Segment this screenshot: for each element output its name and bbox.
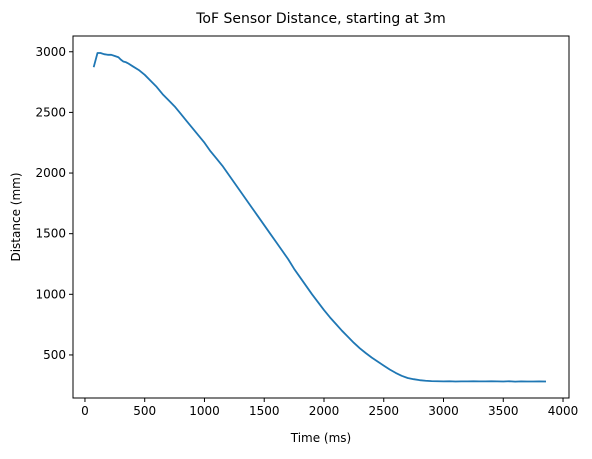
plot-frame: [72, 35, 570, 399]
x-axis-ticks: 0 500 1000 1500 2000 2500 3000 3500 4000: [81, 398, 578, 418]
chart-title: ToF Sensor Distance, starting at 3m: [195, 11, 446, 27]
y-tick-label: 500: [43, 348, 66, 362]
y-tick-label: 2000: [35, 166, 66, 180]
y-tick-label: 1500: [35, 227, 66, 241]
x-tick-label: 500: [133, 404, 156, 418]
x-tick-label: 3500: [488, 404, 519, 418]
data-series-line: [92, 52, 547, 383]
x-tick-label: 3000: [428, 404, 459, 418]
y-tick-label: 2500: [35, 105, 66, 119]
y-axis-ticks: 500 1000 1500 2000 2500 3000: [35, 45, 73, 362]
x-tick-label: 4000: [548, 404, 579, 418]
y-tick-label: 1000: [35, 287, 66, 301]
y-tick-label: 3000: [35, 45, 66, 59]
x-tick-label: 0: [81, 404, 89, 418]
x-tick-label: 2500: [368, 404, 399, 418]
x-tick-label: 1000: [189, 404, 220, 418]
x-axis-label: Time (ms): [290, 431, 352, 445]
x-tick-label: 2000: [309, 404, 340, 418]
x-tick-label: 1500: [249, 404, 280, 418]
y-axis-label: Distance (mm): [9, 172, 23, 261]
